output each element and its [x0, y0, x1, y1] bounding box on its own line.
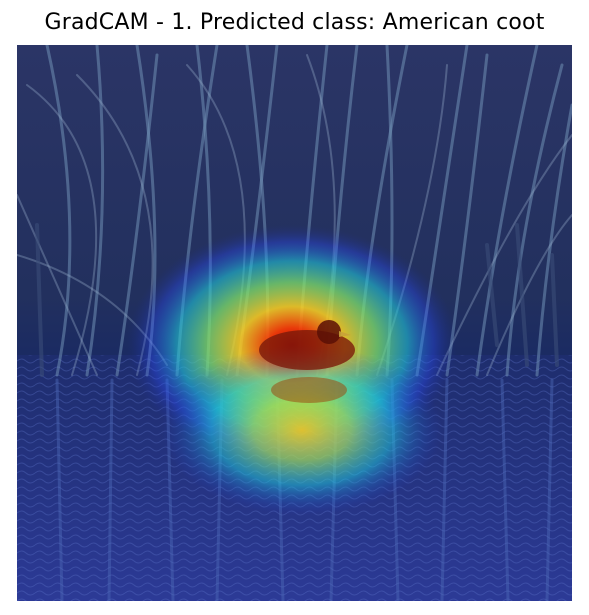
heatmap-reflection: [162, 345, 442, 515]
figure-title: GradCAM - 1. Predicted class: American c…: [0, 10, 589, 35]
gradcam-image: [17, 45, 572, 601]
gradcam-overlay-svg: [17, 45, 572, 601]
